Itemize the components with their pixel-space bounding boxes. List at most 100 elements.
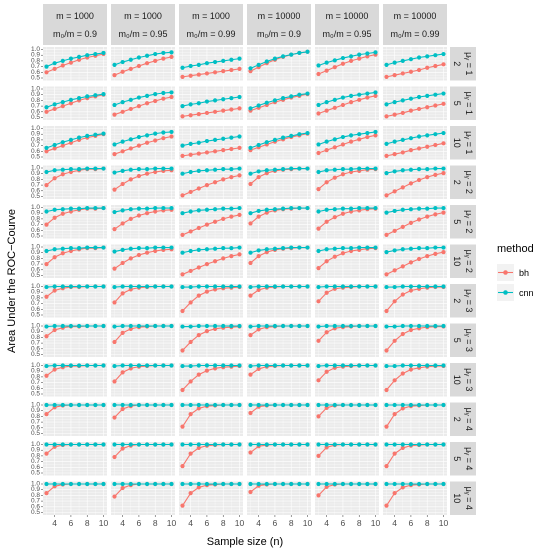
data-point-bh — [52, 288, 57, 293]
data-point-bh — [248, 333, 253, 338]
data-point-cnn — [204, 247, 210, 252]
data-point-cnn — [324, 363, 329, 368]
data-point-bh — [112, 227, 117, 232]
data-point-bh — [256, 175, 261, 180]
data-point-bh — [384, 74, 389, 79]
data-point-cnn — [289, 402, 294, 408]
data-point-bh — [221, 256, 226, 261]
data-point-cnn — [256, 248, 261, 253]
data-point-cnn — [196, 140, 201, 145]
data-point-cnn — [340, 363, 346, 368]
data-point-cnn — [316, 481, 321, 487]
data-point-cnn — [212, 442, 218, 447]
column-strip-label: m₀/m = 0.9 — [53, 29, 97, 39]
data-point-bh — [392, 378, 397, 383]
data-point-bh — [212, 219, 218, 224]
data-point-cnn — [76, 206, 82, 211]
data-point-cnn — [373, 442, 378, 447]
data-point-cnn — [101, 131, 106, 136]
data-point-cnn — [248, 442, 253, 447]
data-point-bh — [441, 62, 446, 67]
data-point-bh — [44, 222, 49, 227]
data-point-cnn — [144, 93, 150, 98]
data-point-cnn — [280, 246, 286, 251]
data-point-bh — [324, 68, 329, 73]
data-point-cnn — [357, 323, 362, 329]
data-point-cnn — [153, 131, 158, 136]
data-point-cnn — [441, 363, 446, 368]
y-tick-label: 1.0 — [31, 481, 40, 488]
data-point-cnn — [221, 481, 226, 487]
data-point-bh — [332, 105, 337, 110]
data-point-cnn — [324, 139, 329, 144]
data-point-cnn — [272, 284, 278, 289]
data-point-cnn — [297, 284, 302, 289]
data-point-cnn — [408, 136, 414, 141]
data-point-bh — [384, 232, 389, 237]
data-point-bh — [365, 134, 370, 140]
data-point-cnn — [180, 481, 185, 487]
data-point-cnn — [136, 284, 142, 289]
y-tick-label: 0.7 — [31, 63, 40, 70]
data-point-cnn — [196, 323, 201, 329]
data-point-bh — [52, 66, 57, 71]
data-point-cnn — [264, 247, 269, 252]
data-point-cnn — [280, 54, 286, 59]
data-point-bh — [248, 372, 253, 377]
data-point-bh — [425, 105, 430, 110]
data-point-bh — [340, 172, 346, 177]
data-point-cnn — [212, 137, 218, 142]
data-point-cnn — [229, 481, 234, 487]
data-point-bh — [316, 71, 321, 77]
data-point-bh — [248, 181, 253, 187]
data-point-cnn — [340, 134, 346, 140]
data-point-bh — [112, 73, 117, 78]
data-point-cnn — [212, 363, 218, 368]
data-point-bh — [180, 464, 185, 469]
data-point-cnn — [237, 323, 242, 329]
data-point-cnn — [221, 323, 226, 329]
data-point-cnn — [416, 284, 422, 289]
data-point-bh — [256, 327, 261, 332]
data-point-cnn — [180, 171, 185, 176]
data-point-cnn — [264, 59, 269, 64]
y-tick-label: 0.5 — [31, 509, 40, 516]
data-point-cnn — [93, 93, 98, 98]
data-point-cnn — [60, 481, 65, 487]
data-point-cnn — [324, 207, 329, 212]
data-point-cnn — [60, 207, 65, 212]
data-point-bh — [416, 256, 422, 262]
data-point-bh — [441, 141, 446, 146]
data-point-cnn — [44, 145, 49, 150]
data-point-bh — [332, 145, 337, 150]
data-point-bh — [229, 146, 234, 152]
data-point-bh — [112, 379, 117, 384]
data-point-cnn — [180, 250, 185, 255]
column-strip-label: m₀/m = 0.9 — [257, 29, 301, 39]
data-point-cnn — [324, 284, 329, 289]
data-point-cnn — [425, 363, 430, 368]
data-point-bh — [188, 113, 193, 118]
data-point-cnn — [272, 442, 278, 447]
data-point-cnn — [144, 246, 150, 251]
data-point-cnn — [212, 402, 218, 408]
data-point-cnn — [365, 363, 370, 368]
data-point-cnn — [365, 402, 370, 408]
data-point-cnn — [76, 323, 82, 329]
data-point-bh — [44, 451, 49, 456]
data-point-bh — [416, 217, 422, 222]
data-point-cnn — [392, 208, 397, 214]
data-point-cnn — [153, 51, 158, 57]
data-point-cnn — [248, 363, 253, 369]
data-point-bh — [196, 333, 201, 338]
data-point-cnn — [264, 140, 269, 145]
data-point-bh — [340, 251, 346, 256]
data-point-cnn — [161, 166, 166, 171]
data-point-cnn — [112, 142, 117, 147]
data-point-bh — [120, 370, 125, 375]
data-point-cnn — [188, 63, 193, 69]
data-point-bh — [52, 176, 57, 181]
y-tick-label: 0.8 — [31, 136, 40, 143]
data-point-cnn — [169, 363, 174, 368]
